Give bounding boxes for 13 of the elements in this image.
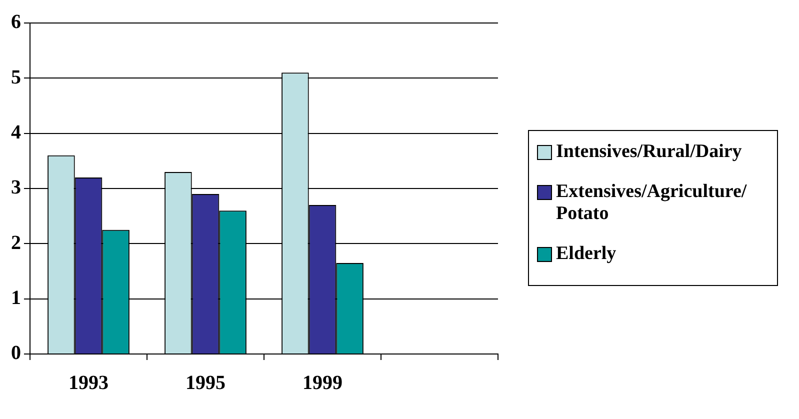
- y-tick-label: 3: [11, 176, 21, 199]
- y-tick-label: 6: [11, 11, 21, 34]
- legend-label: Elderly: [556, 243, 616, 265]
- y-tick-label: 4: [11, 122, 21, 144]
- y-tick-label: 5: [11, 66, 21, 88]
- x-tick-label: 1993: [68, 372, 108, 394]
- y-tick-label: 0: [11, 342, 21, 364]
- x-tick-label: 1995: [186, 372, 226, 394]
- legend-label: Intensives/Rural/Dairy: [556, 141, 742, 163]
- legend-label: Extensives/Agriculture/ Potato: [556, 181, 748, 225]
- x-tick-label: 1999: [302, 372, 342, 394]
- y-tick-label: 2: [11, 232, 21, 254]
- y-tick-label: 1: [11, 287, 21, 310]
